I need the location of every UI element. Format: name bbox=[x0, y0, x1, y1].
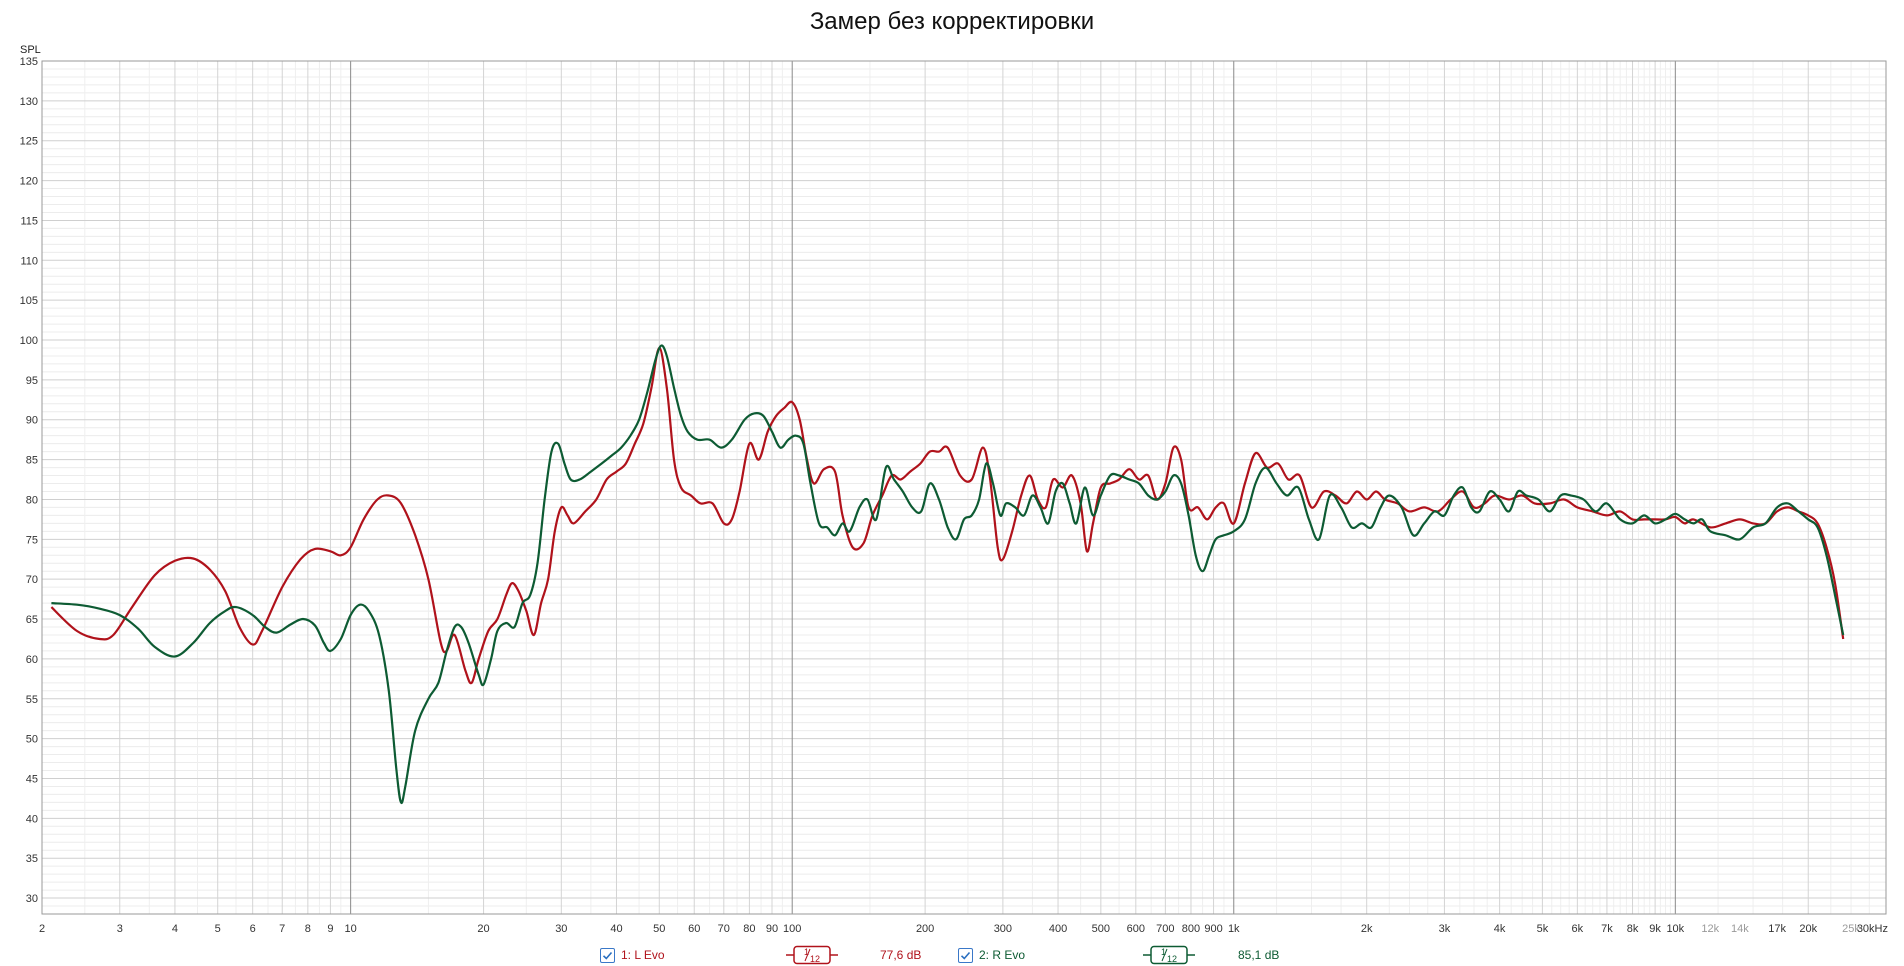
x-tick-label: 7 bbox=[279, 923, 285, 935]
x-tick-label: 3 bbox=[117, 923, 123, 935]
y-tick-label: 80 bbox=[26, 494, 38, 506]
x-tick-label: 2k bbox=[1361, 923, 1373, 935]
major-grid bbox=[41, 60, 1887, 914]
series-1-checkbox[interactable] bbox=[600, 947, 615, 963]
x-tick-label: 7k bbox=[1601, 923, 1613, 935]
series-2-smoothing-button[interactable]: 1 12 bbox=[1143, 945, 1195, 965]
legend-series-2[interactable]: 2: R Evo bbox=[958, 946, 1025, 964]
series-layer bbox=[50, 344, 1845, 805]
x-tick-label: 9k bbox=[1649, 923, 1661, 935]
series-line-1 bbox=[50, 346, 1845, 685]
smoothing-denominator: 12 bbox=[810, 954, 820, 964]
x-tick-label: 300 bbox=[994, 923, 1012, 935]
series-1-level: 77,6 dB bbox=[880, 946, 921, 964]
x-tick-label: 2 bbox=[39, 923, 45, 935]
plot-background bbox=[42, 61, 1886, 914]
x-tick-label: 5 bbox=[215, 923, 221, 935]
y-axis-label: SPL bbox=[20, 44, 41, 56]
y-tick-label: 125 bbox=[20, 136, 38, 148]
x-tick-label: 70 bbox=[718, 923, 730, 935]
x-tick-label: 800 bbox=[1182, 923, 1200, 935]
y-tick-label: 70 bbox=[26, 574, 38, 586]
y-tick-label: 115 bbox=[20, 215, 38, 227]
x-tick-label: 10k bbox=[1666, 923, 1684, 935]
y-tick-label: 45 bbox=[26, 773, 38, 785]
x-tick-label: 20k bbox=[1799, 923, 1817, 935]
x-tick-label: 12k bbox=[1701, 923, 1719, 935]
y-tick-label: 50 bbox=[26, 734, 38, 746]
x-tick-label: 17k bbox=[1768, 923, 1786, 935]
y-tick-label: 105 bbox=[20, 295, 38, 307]
y-tick-label: 110 bbox=[20, 255, 38, 267]
y-tick-label: 75 bbox=[26, 534, 38, 546]
x-tick-label: 900 bbox=[1204, 923, 1222, 935]
x-tick-label: 600 bbox=[1127, 923, 1145, 935]
y-tick-label: 30 bbox=[26, 893, 38, 905]
x-tick-label: 80 bbox=[743, 923, 755, 935]
y-tick-label: 65 bbox=[26, 614, 38, 626]
series-1-level-value: 77,6 dB bbox=[880, 948, 922, 962]
series-1-smoothing-button[interactable]: 1 12 bbox=[786, 945, 838, 965]
plot-frame bbox=[41, 60, 1887, 915]
x-tick-label: 6k bbox=[1572, 923, 1584, 935]
y-tick-label: 55 bbox=[26, 694, 38, 706]
smoothing-numerator: 1 bbox=[804, 947, 809, 957]
y-tick-label: 135 bbox=[20, 56, 38, 68]
x-tick-label: 6 bbox=[250, 923, 256, 935]
x-tick-label: 50 bbox=[653, 923, 665, 935]
x-tick-label: 4 bbox=[172, 923, 178, 935]
y-tick-label: 60 bbox=[26, 654, 38, 666]
checkmark-icon bbox=[960, 951, 971, 960]
x-tick-label: 30kHz bbox=[1857, 923, 1888, 935]
y-tick-labels: 30 35 40 45 50 55 60 65 70 75 80 85 90 95 100 105 110 115… bbox=[20, 56, 38, 905]
y-tick-label: 100 bbox=[20, 335, 38, 347]
x-tick-label: 3k bbox=[1439, 923, 1451, 935]
smoothing-denominator: 12 bbox=[1167, 954, 1177, 964]
frequency-response-chart: SPL 303540455055606570758085909510010511… bbox=[20, 44, 1888, 935]
series-2-level: 85,1 dB bbox=[1238, 946, 1279, 964]
x-tick-label: 8 bbox=[305, 923, 311, 935]
y-tick-label: 95 bbox=[26, 375, 38, 387]
x-tick-label: 8k bbox=[1627, 923, 1639, 935]
minor-grid bbox=[42, 61, 1886, 915]
x-tick-label: 100 bbox=[783, 923, 801, 935]
series-2-checkbox[interactable] bbox=[958, 947, 973, 963]
x-tick-labels: 2 3 4 5 6 7 8 9 10 20 30 40 50 60 70 80 90 100 200 300 400 50… bbox=[39, 923, 1888, 935]
smoothing-numerator: 1 bbox=[1161, 947, 1166, 957]
x-tick-label: 5k bbox=[1537, 923, 1549, 935]
y-tick-label: 90 bbox=[26, 415, 38, 427]
y-tick-label: 85 bbox=[26, 455, 38, 467]
checkmark-icon bbox=[602, 951, 613, 960]
series-line-2 bbox=[51, 344, 1845, 805]
series-1-label: 1: L Evo bbox=[621, 948, 665, 962]
x-tick-label: 14k bbox=[1731, 923, 1749, 935]
x-tick-label: 9 bbox=[327, 923, 333, 935]
x-tick-label: 40 bbox=[610, 923, 622, 935]
x-tick-label: 400 bbox=[1049, 923, 1067, 935]
y-tick-label: 35 bbox=[26, 853, 38, 865]
x-tick-label: 200 bbox=[916, 923, 934, 935]
x-tick-label: 30 bbox=[555, 923, 567, 935]
x-tick-label: 4k bbox=[1494, 923, 1506, 935]
x-tick-label: 1k bbox=[1228, 923, 1240, 935]
x-tick-label: 500 bbox=[1092, 923, 1110, 935]
chart-title: Замер без корректировки bbox=[809, 8, 1095, 35]
x-tick-label: 10 bbox=[345, 923, 357, 935]
y-tick-label: 130 bbox=[20, 96, 38, 108]
x-tick-label: 25k bbox=[1842, 923, 1860, 935]
x-tick-label: 700 bbox=[1156, 923, 1174, 935]
x-tick-label: 20 bbox=[477, 923, 489, 935]
x-tick-label: 90 bbox=[766, 923, 778, 935]
y-tick-label: 40 bbox=[26, 813, 38, 825]
series-2-level-value: 85,1 dB bbox=[1238, 948, 1280, 962]
series-2-label: 2: R Evo bbox=[979, 948, 1026, 962]
y-tick-label: 120 bbox=[20, 176, 38, 188]
legend-series-1[interactable]: 1: L Evo bbox=[600, 946, 665, 964]
x-tick-label: 60 bbox=[688, 923, 700, 935]
